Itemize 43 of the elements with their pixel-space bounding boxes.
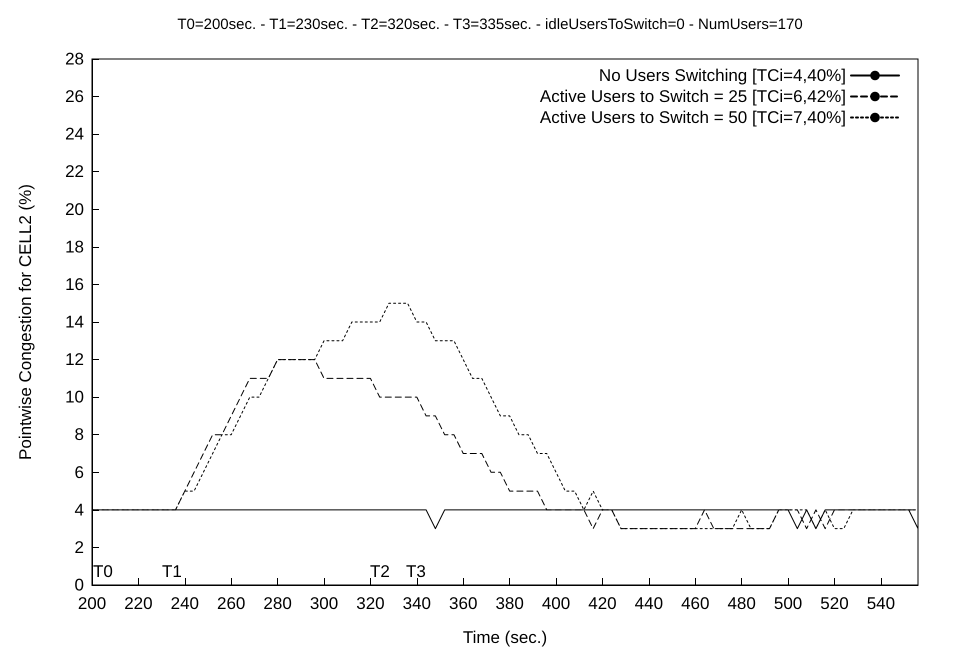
x-tick-label: 400	[542, 594, 570, 613]
annotation: T2	[370, 562, 390, 581]
y-tick-label: 18	[65, 237, 84, 256]
x-tick-label: 480	[727, 594, 756, 613]
legend-label: Active Users to Switch = 50 [TCi=7,40%]	[540, 108, 846, 127]
x-tick-label: 500	[774, 594, 802, 613]
y-axis-title: Pointwise Congestion for CELL2 (%)	[16, 184, 35, 460]
x-tick-label: 540	[866, 594, 896, 613]
x-tick-label: 380	[495, 594, 524, 613]
y-tick-label: 28	[65, 50, 84, 68]
y-tick-label: 10	[65, 388, 84, 407]
legend-label: Active Users to Switch = 25 [TCi=6,42%]	[540, 87, 846, 106]
x-tick-label: 520	[820, 594, 849, 613]
x-tick-label: 260	[217, 594, 246, 613]
y-tick-label: 14	[65, 312, 84, 332]
annotation: T0	[93, 562, 113, 581]
x-tick-label: 220	[124, 594, 153, 613]
x-tick-label: 320	[356, 594, 385, 613]
legend-label: No Users Switching [TCi=4,40%]	[598, 66, 846, 85]
y-tick-label: 20	[65, 200, 84, 219]
annotation: T1	[162, 562, 182, 581]
y-tick-label: 16	[65, 274, 84, 294]
x-tick-label: 360	[449, 594, 478, 613]
y-tick-label: 0	[74, 576, 84, 594]
y-tick-label: 26	[65, 87, 84, 106]
x-tick-label: 420	[588, 594, 617, 613]
x-axis-title: Time (sec.)	[462, 628, 548, 647]
x-tick-label: 460	[681, 594, 710, 613]
x-tick-label: 300	[310, 594, 338, 613]
x-tick-label: 340	[402, 594, 432, 613]
y-tick-label: 2	[74, 538, 84, 557]
y-tick-label: 4	[74, 500, 84, 520]
annotation: T3	[406, 562, 426, 581]
x-tick-label: 280	[263, 594, 292, 613]
y-tick-label: 12	[65, 350, 84, 370]
x-tick-label: 440	[634, 594, 664, 613]
x-tick-label: 240	[170, 594, 199, 613]
x-tick-label: 200	[78, 594, 106, 613]
y-tick-label: 8	[74, 425, 84, 444]
chart-title: T0=200sec. - T1=230sec. - T2=320sec. - T3=335sec. - idleUsersToSwitch=0 - NumUsers=170	[177, 16, 803, 33]
y-tick-label: 6	[74, 462, 84, 482]
y-tick-label: 24	[65, 124, 84, 144]
y-tick-label: 22	[65, 162, 84, 182]
